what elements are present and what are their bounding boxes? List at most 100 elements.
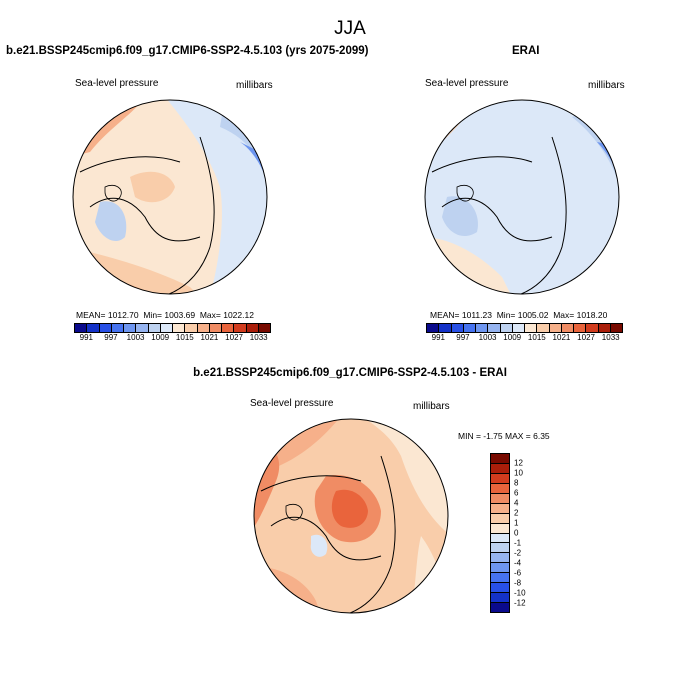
season-title: JJA [334,18,366,39]
diff-colorbar-tick-label: 0 [514,528,519,538]
diff-colorbar-tick-label: 8 [514,478,519,488]
obs-colorbar-swatch [537,324,550,332]
obs-colorbar-swatch [439,324,452,332]
obs-colorbar-tick-label: 1021 [552,333,571,342]
obs-panel-title: ERAI [512,45,540,57]
model-colorbar-swatch [75,324,88,332]
model-variable-label: Sea-level pressure [75,78,159,89]
model-colorbar-swatch [124,324,137,332]
obs-colorbar-swatch [488,324,501,332]
obs-colorbar-swatch [512,324,525,332]
model-polar-map [72,99,268,295]
diff-colorbar-swatch [491,593,509,604]
diff-colorbar-swatch [491,543,509,554]
model-colorbar-swatch [209,324,222,332]
model-colorbar-swatch [197,324,210,332]
diff-colorbar-swatch [491,454,509,464]
diff-colorbar-swatch [491,483,509,494]
diff-colorbar-tick-label: -4 [514,558,522,568]
model-colorbar-tick-label: 991 [79,333,93,342]
diff-polar-map [253,418,449,614]
model-colorbar-tick-label: 997 [104,333,118,342]
diff-minmax-label: MIN = -1.75 MAX = 6.35 [458,431,550,441]
model-colorbar-swatch [87,324,100,332]
obs-colorbar-swatch [598,324,611,332]
model-colorbar: 991 997 1003 1009 1015 1021 1027 1033 [74,323,271,345]
diff-colorbar-swatch [491,523,509,534]
model-colorbar-swatch [136,324,149,332]
model-colorbar-swatch [246,324,259,332]
model-colorbar-swatch [99,324,112,332]
obs-colorbar-tick-label: 1033 [601,333,620,342]
obs-colorbar-swatch [610,324,622,332]
obs-colorbar-swatch [561,324,574,332]
diff-colorbar-tick-label: 12 [514,458,523,468]
model-colorbar-swatch [258,324,270,332]
diff-colorbar-tick-label: -8 [514,578,522,588]
obs-colorbar-swatch [463,324,476,332]
model-colorbar-swatch [160,324,173,332]
obs-colorbar-swatch [586,324,599,332]
model-colorbar-tick-label: 1009 [151,333,170,342]
diff-colorbar-swatch [491,493,509,504]
obs-max-label: Max= 1018.20 [553,310,608,320]
model-colorbar-tick-label: 1021 [200,333,219,342]
diff-colorbar-tick-label: 10 [514,468,523,478]
model-panel-title: b.e21.BSSP245cmip6.f09_g17.CMIP6-SSP2-4.… [6,45,369,57]
diff-panel-title: b.e21.BSSP245cmip6.f09_g17.CMIP6-SSP2-4.… [193,367,507,379]
diff-units-label: millibars [413,401,450,412]
obs-colorbar-swatch [525,324,538,332]
obs-mean-label: MEAN= 1011.23 [430,310,492,320]
diff-colorbar-swatch [491,473,509,484]
diff-colorbar-swatch [491,503,509,514]
model-min-label: Min= 1003.69 [143,310,196,320]
diff-colorbar-swatch [491,533,509,544]
model-colorbar-tick-label: 1015 [175,333,194,342]
obs-variable-label: Sea-level pressure [425,78,509,89]
model-units-label: millibars [236,80,273,91]
diff-colorbar-swatch [491,563,509,574]
diff-colorbar-tick-label: 2 [514,508,519,518]
diff-colorbar-swatch [491,553,509,564]
obs-colorbar-tick-label: 1009 [503,333,522,342]
diff-colorbar-tick-label: -10 [514,588,526,598]
obs-colorbar-tick-label: 1027 [577,333,595,342]
obs-colorbar-swatch [574,324,587,332]
obs-colorbar-tick-label: 997 [456,333,470,342]
diff-colorbar-tick-label: -12 [514,598,526,608]
diff-colorbar-swatch [491,463,509,474]
model-colorbar-swatch [234,324,247,332]
diff-colorbar-tick-label: 4 [514,498,519,508]
model-colorbar-swatch [148,324,161,332]
diff-colorbar-tick-label: 6 [514,488,519,498]
diff-colorbar-swatch [491,603,509,612]
obs-colorbar-swatch [500,324,513,332]
model-max-label: Max= 1022.12 [199,310,254,320]
diff-colorbar-tick-label: -2 [514,548,522,558]
obs-colorbar-tick-label: 1015 [527,333,546,342]
obs-min-label: Min= 1005.02 [496,310,549,320]
diff-colorbar-tick-label: 1 [514,518,519,528]
obs-units-label: millibars [588,80,625,91]
diff-colorbar-swatch [491,513,509,524]
obs-colorbar-swatch [476,324,489,332]
obs-colorbar-swatch [451,324,464,332]
model-colorbar-tick-label: 1003 [126,333,145,342]
diff-variable-label: Sea-level pressure [250,398,334,409]
diff-colorbar: 12 10 8 6 4 2 1 0 -1 -2 -4 -6 -8 -10 -12 [490,453,538,613]
obs-colorbar-tick-label: 1003 [478,333,497,342]
model-mean-label: MEAN= 1012.70 [76,310,139,320]
obs-colorbar-tick-label: 991 [431,333,445,342]
obs-colorbar-swatch [427,324,440,332]
diff-colorbar-tick-label: -6 [514,568,522,578]
obs-colorbar-swatch [549,324,562,332]
model-colorbar-tick-label: 1027 [225,333,243,342]
obs-colorbar: 991 997 1003 1009 1015 1021 1027 1033 [426,323,623,345]
diff-colorbar-swatch [491,583,509,594]
obs-polar-map [424,99,620,295]
model-colorbar-swatch [111,324,124,332]
diff-colorbar-tick-label: -1 [514,538,522,548]
model-colorbar-swatch [185,324,198,332]
model-colorbar-swatch [222,324,235,332]
model-colorbar-tick-label: 1033 [249,333,268,342]
